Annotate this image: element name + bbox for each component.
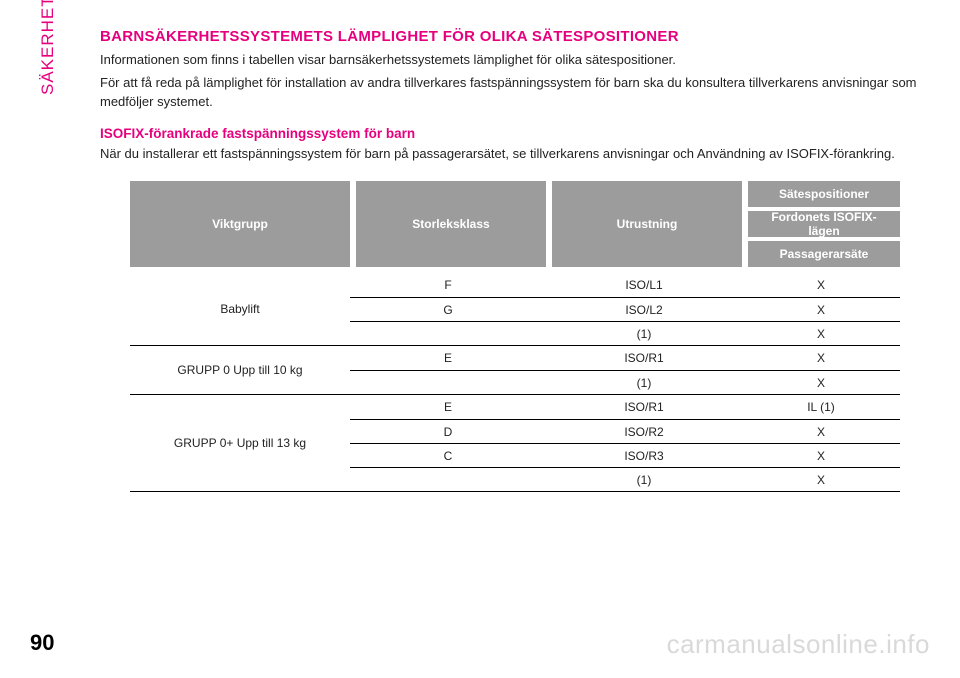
isofix-table: Viktgrupp Storleksklass Utrustning Sätes… bbox=[130, 181, 900, 492]
table-header-cell: Sätespositioner bbox=[748, 181, 900, 207]
table-group: Babylift F ISO/L1 X G ISO/L2 X (1) bbox=[130, 273, 900, 346]
group-rows: E ISO/R1 X (1) X bbox=[350, 346, 900, 394]
cell-size: G bbox=[350, 303, 546, 317]
cell-equipment: ISO/R1 bbox=[546, 351, 742, 365]
table-row: G ISO/L2 X bbox=[350, 297, 900, 321]
cell-position: IL (1) bbox=[742, 400, 900, 414]
group-rows: F ISO/L1 X G ISO/L2 X (1) X bbox=[350, 273, 900, 345]
watermark: carmanualsonline.info bbox=[667, 629, 930, 660]
paragraph: För att få reda på lämplighet för instal… bbox=[100, 74, 920, 112]
table-row: (1) X bbox=[350, 467, 900, 491]
table-row: E ISO/R1 IL (1) bbox=[350, 395, 900, 419]
cell-position: X bbox=[742, 327, 900, 341]
page-content: BARNSÄKERHETSSYSTEMETS LÄMPLIGHET FÖR OL… bbox=[100, 28, 920, 492]
table-body: Babylift F ISO/L1 X G ISO/L2 X (1) bbox=[130, 273, 900, 492]
cell-equipment: (1) bbox=[546, 376, 742, 390]
cell-size: C bbox=[350, 449, 546, 463]
table-header-cell: Utrustning bbox=[552, 181, 742, 267]
cell-equipment: ISO/L2 bbox=[546, 303, 742, 317]
cell-position: X bbox=[742, 351, 900, 365]
table-row: (1) X bbox=[350, 321, 900, 345]
cell-equipment: (1) bbox=[546, 473, 742, 487]
table-header-stack: Sätespositioner Fordonets ISOFIX-lägen P… bbox=[748, 181, 900, 267]
cell-equipment: ISO/L1 bbox=[546, 278, 742, 292]
table-header-cell: Viktgrupp bbox=[130, 181, 350, 267]
cell-position: X bbox=[742, 376, 900, 390]
group-label: GRUPP 0+ Upp till 13 kg bbox=[130, 395, 350, 491]
paragraph: När du installerar ett fastspänningssyst… bbox=[100, 145, 920, 164]
table-header-row: Viktgrupp Storleksklass Utrustning Sätes… bbox=[130, 181, 900, 267]
table-row: C ISO/R3 X bbox=[350, 443, 900, 467]
table-row: (1) X bbox=[350, 370, 900, 394]
cell-position: X bbox=[742, 278, 900, 292]
table-row: E ISO/R1 X bbox=[350, 346, 900, 370]
table-group: GRUPP 0+ Upp till 13 kg E ISO/R1 IL (1) … bbox=[130, 395, 900, 492]
cell-size: D bbox=[350, 425, 546, 439]
subheading: ISOFIX-förankrade fastspänningssystem fö… bbox=[100, 126, 920, 141]
cell-size: F bbox=[350, 278, 546, 292]
group-label: Babylift bbox=[130, 273, 350, 345]
cell-equipment: ISO/R1 bbox=[546, 400, 742, 414]
page-title: BARNSÄKERHETSSYSTEMETS LÄMPLIGHET FÖR OL… bbox=[100, 28, 920, 45]
cell-equipment: ISO/R2 bbox=[546, 425, 742, 439]
table-row: F ISO/L1 X bbox=[350, 273, 900, 297]
cell-equipment: ISO/R3 bbox=[546, 449, 742, 463]
table-header-cell: Passagerarsäte bbox=[748, 241, 900, 267]
table-header-cell: Storleksklass bbox=[356, 181, 546, 267]
group-rows: E ISO/R1 IL (1) D ISO/R2 X C ISO/R3 X bbox=[350, 395, 900, 491]
section-label: SÄKERHET bbox=[38, 0, 58, 95]
table-header-cell: Fordonets ISOFIX-lägen bbox=[748, 211, 900, 237]
intro-block: Informationen som finns i tabellen visar… bbox=[100, 51, 920, 112]
cell-size: E bbox=[350, 351, 546, 365]
table-row: D ISO/R2 X bbox=[350, 419, 900, 443]
cell-position: X bbox=[742, 473, 900, 487]
cell-position: X bbox=[742, 425, 900, 439]
cell-position: X bbox=[742, 303, 900, 317]
group-label: GRUPP 0 Upp till 10 kg bbox=[130, 346, 350, 394]
cell-position: X bbox=[742, 449, 900, 463]
cell-equipment: (1) bbox=[546, 327, 742, 341]
table-group: GRUPP 0 Upp till 10 kg E ISO/R1 X (1) X bbox=[130, 346, 900, 395]
page-number: 90 bbox=[30, 630, 54, 656]
paragraph: Informationen som finns i tabellen visar… bbox=[100, 51, 920, 70]
cell-size: E bbox=[350, 400, 546, 414]
